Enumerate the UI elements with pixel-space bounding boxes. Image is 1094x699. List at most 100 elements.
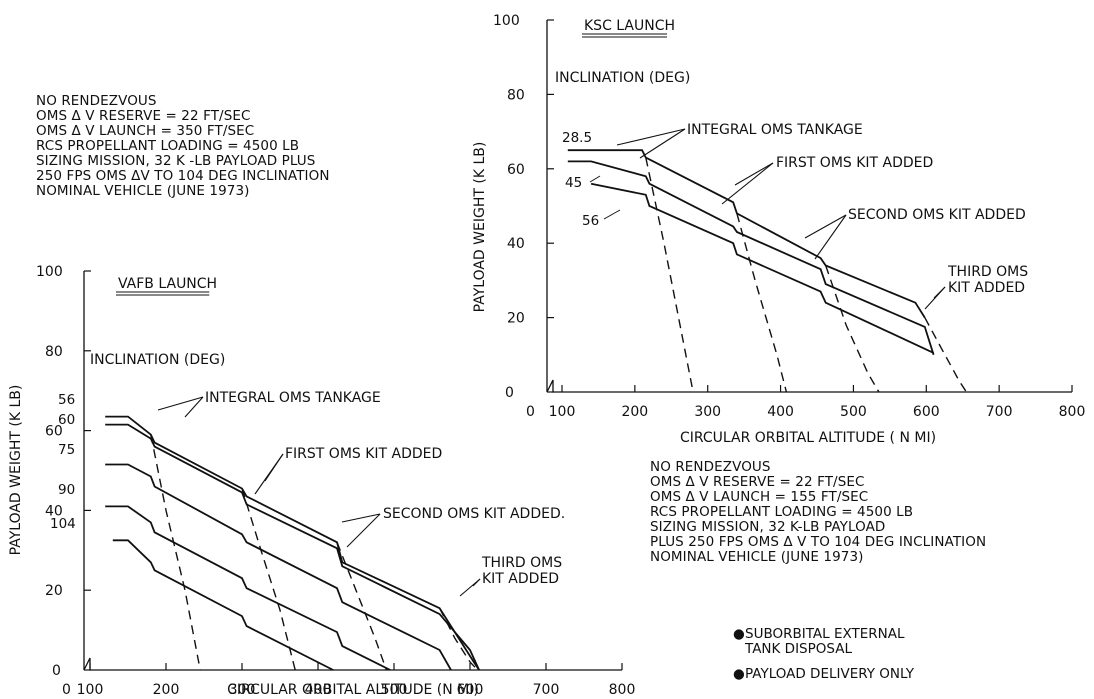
y-tick-label: 0 (505, 385, 514, 401)
x-tick-label: 0 (62, 682, 71, 698)
series-line (112, 539, 334, 671)
y-tick-label: 40 (45, 503, 63, 519)
y-axis-label: PAYLOAD WEIGHT (K LB) (472, 142, 488, 313)
x-tick-label: 500 (381, 682, 408, 698)
series-label: 45 (565, 175, 582, 191)
x-tick-label: 400 (305, 682, 332, 698)
series-line (567, 160, 935, 356)
note-line: 250 FPS OMS ΔV TO 104 DEG INCLINATION (36, 168, 330, 184)
x-tick-label: 600 (913, 404, 940, 420)
disposal-boundary-line (736, 213, 788, 393)
annotation-label: FIRST OMS KIT ADDED (776, 155, 933, 171)
note-line: PLUS 250 FPS OMS Δ V TO 104 DEG INCLINAT… (650, 534, 987, 550)
disposal-boundary-line (336, 542, 388, 671)
axis-line (546, 20, 1072, 393)
x-axis-label: CIRCULAR ORBITAL ALTITUDE ( N MI) (680, 430, 936, 446)
x-axis-label: CIRCULAR ORBITAL ALTITUDE (N MI) (227, 682, 479, 698)
series-label-leader (589, 175, 601, 183)
disposal-boundary-line (438, 607, 479, 671)
x-tick-label: 700 (533, 682, 560, 698)
series-line (105, 415, 480, 671)
annotation-leader (616, 128, 686, 146)
series-label: 75 (58, 442, 75, 458)
chart-title: KSC LAUNCH (584, 18, 675, 34)
bullet-text: SUBORBITAL EXTERNAL (745, 626, 905, 642)
annotation-label: SECOND OMS KIT ADDED. (383, 506, 565, 522)
y-tick-label: 80 (507, 87, 525, 103)
note-line: NO RENDEZVOUS (36, 93, 157, 109)
axis-line (83, 271, 622, 671)
annotation-label: KIT ADDED (482, 571, 559, 587)
x-tick-label: 200 (621, 404, 648, 420)
series-line (105, 505, 391, 671)
ksc-notes: NO RENDEZVOUS OMS Δ V RESERVE = 22 FT/SE… (650, 460, 986, 565)
bullet-text-cont: TANK DISPOSAL (745, 641, 852, 657)
x-tick-label: 100 (549, 404, 576, 420)
annotation-leader (639, 128, 686, 159)
annotation-leader (254, 453, 284, 495)
y-tick-label: 80 (45, 344, 63, 360)
y-axis-label: PAYLOAD WEIGHT (K LB) (8, 385, 24, 556)
x-tick-label: 300 (229, 682, 256, 698)
x-tick-label: 700 (986, 404, 1013, 420)
note-line: OMS Δ V RESERVE = 22 FT/SEC (650, 474, 865, 490)
series-line (590, 182, 934, 354)
annotation-leader (157, 396, 204, 411)
note-line: OMS Δ V RESERVE = 22 FT/SEC (36, 108, 251, 124)
note-line: NOMINAL VEHICLE (JUNE 1973) (650, 549, 864, 565)
bullet-text: PAYLOAD DELIVERY ONLY (745, 666, 915, 682)
annotation-leader (814, 214, 847, 260)
bullet-item: ●SUBORBITAL EXTERNAL TANK DISPOSAL (733, 627, 914, 657)
annotation-leader (346, 513, 381, 548)
disposal-boundary-line (825, 265, 880, 393)
series-label: 56 (58, 392, 75, 408)
bullet-dot-icon: ● (733, 626, 745, 642)
disposal-boundary-line (645, 157, 694, 393)
bullet-dot-icon: ● (733, 666, 745, 682)
note-line: RCS PROPELLANT LOADING = 4500 LB (36, 138, 300, 154)
annotation-leader (459, 578, 481, 597)
annotation-leader (721, 162, 774, 205)
note-line: OMS Δ V LAUNCH = 155 FT/SEC (650, 489, 869, 505)
series-label: 28.5 (562, 130, 592, 146)
annotation-leader (184, 396, 204, 418)
annotation-leader (734, 162, 774, 186)
y-tick-label: 100 (36, 264, 63, 280)
x-tick-label: 0 (526, 404, 535, 420)
disposal-boundary-line (150, 434, 201, 671)
x-tick-label: 800 (1059, 404, 1086, 420)
annotation-label: KIT ADDED (948, 280, 1025, 296)
series-label: 90 (58, 482, 75, 498)
x-tick-label: 400 (767, 404, 794, 420)
x-tick-label: 600 (457, 682, 484, 698)
x-tick-label: 100 (77, 682, 104, 698)
annotation-label: THIRD OMS (481, 555, 562, 571)
series-line (105, 463, 452, 671)
y-tick-label: 20 (45, 583, 63, 599)
bullet-item: ●PAYLOAD DELIVERY ONLY (733, 667, 914, 682)
disposal-boundary-line (924, 317, 967, 393)
x-tick-label: 200 (153, 682, 180, 698)
x-tick-label: 800 (609, 682, 636, 698)
note-line: SIZING MISSION, 32 K -LB PAYLOAD PLUS (36, 153, 316, 169)
series-label: 56 (582, 213, 599, 229)
disposal-boundary-line (241, 488, 296, 671)
annotation-label: THIRD OMS (947, 264, 1028, 280)
y-tick-label: 0 (52, 663, 61, 679)
annotation-leader (924, 286, 946, 310)
chart-title: VAFB LAUNCH (118, 276, 217, 292)
annotation-leader (804, 214, 847, 239)
y-tick-label: 40 (507, 236, 525, 252)
annotation-label: FIRST OMS KIT ADDED (285, 446, 442, 462)
series-label: 104 (50, 516, 76, 532)
note-line: RCS PROPELLANT LOADING = 4500 LB (650, 504, 914, 520)
note-line: SIZING MISSION, 32 K-LB PAYLOAD (650, 519, 886, 535)
y-tick-label: 100 (493, 13, 520, 29)
note-line: NOMINAL VEHICLE (JUNE 1973) (36, 183, 250, 199)
note-line: OMS Δ V LAUNCH = 350 FT/SEC (36, 123, 255, 139)
vafb-notes: NO RENDEZVOUS OMS Δ V RESERVE = 22 FT/SE… (36, 94, 330, 199)
annotation-leader (341, 513, 381, 523)
x-tick-label: 500 (840, 404, 867, 420)
y-tick-label: 60 (45, 424, 63, 440)
annotation-label: SECOND OMS KIT ADDED (848, 207, 1026, 223)
